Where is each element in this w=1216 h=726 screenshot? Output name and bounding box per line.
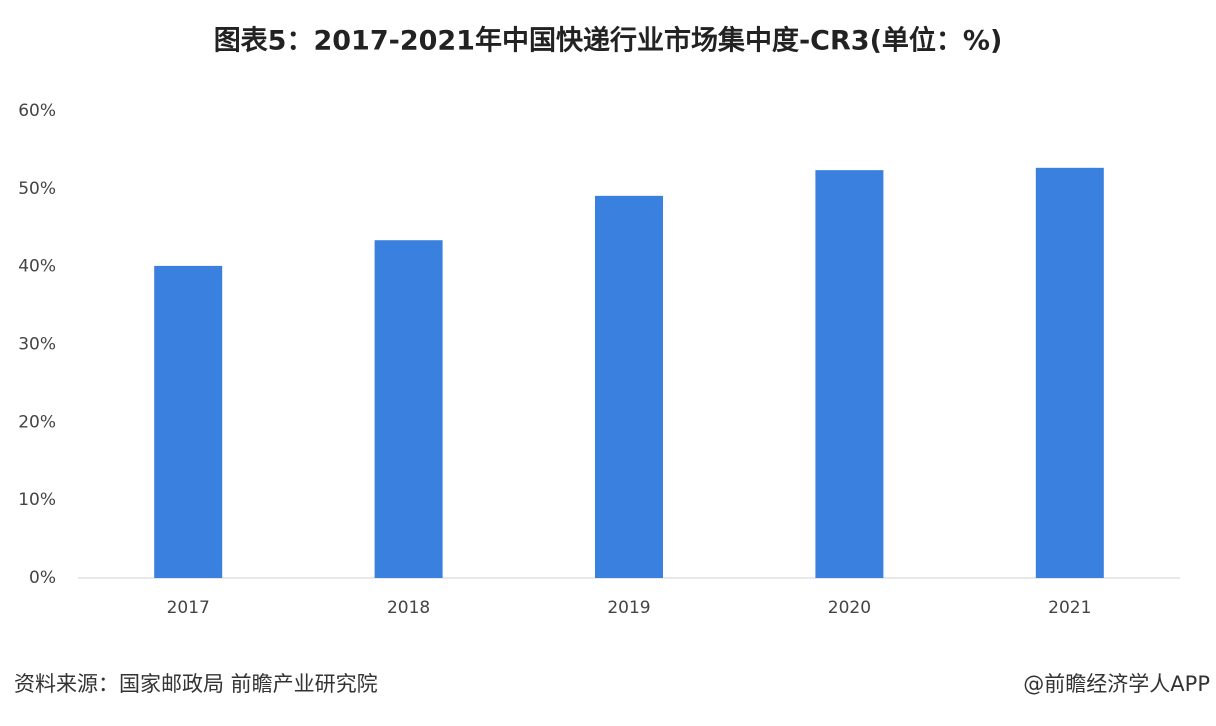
y-tick-label: 30% — [18, 335, 56, 355]
y-tick-label: 40% — [18, 257, 56, 277]
x-tick-label: 2018 — [387, 598, 430, 618]
x-tick-label: 2020 — [828, 598, 871, 618]
bar — [374, 240, 443, 578]
y-tick-label: 50% — [18, 179, 56, 199]
y-tick-label: 10% — [18, 490, 56, 510]
x-tick-label: 2017 — [167, 598, 210, 618]
chart-title: 图表5：2017-2021年中国快递行业市场集中度-CR3(单位：%) — [214, 25, 1003, 57]
y-tick-label: 60% — [18, 101, 56, 121]
bar — [815, 170, 884, 579]
bar — [1035, 167, 1104, 578]
source-note: 资料来源：国家邮政局 前瞻产业研究院 — [14, 672, 378, 696]
y-tick-label: 0% — [29, 568, 56, 588]
credit: @前瞻经济学人APP — [1023, 672, 1210, 696]
bar — [595, 195, 663, 579]
x-tick-label: 2019 — [607, 598, 650, 618]
x-tick-label: 2021 — [1048, 598, 1091, 618]
bar — [154, 265, 223, 578]
y-tick-label: 20% — [18, 412, 56, 432]
